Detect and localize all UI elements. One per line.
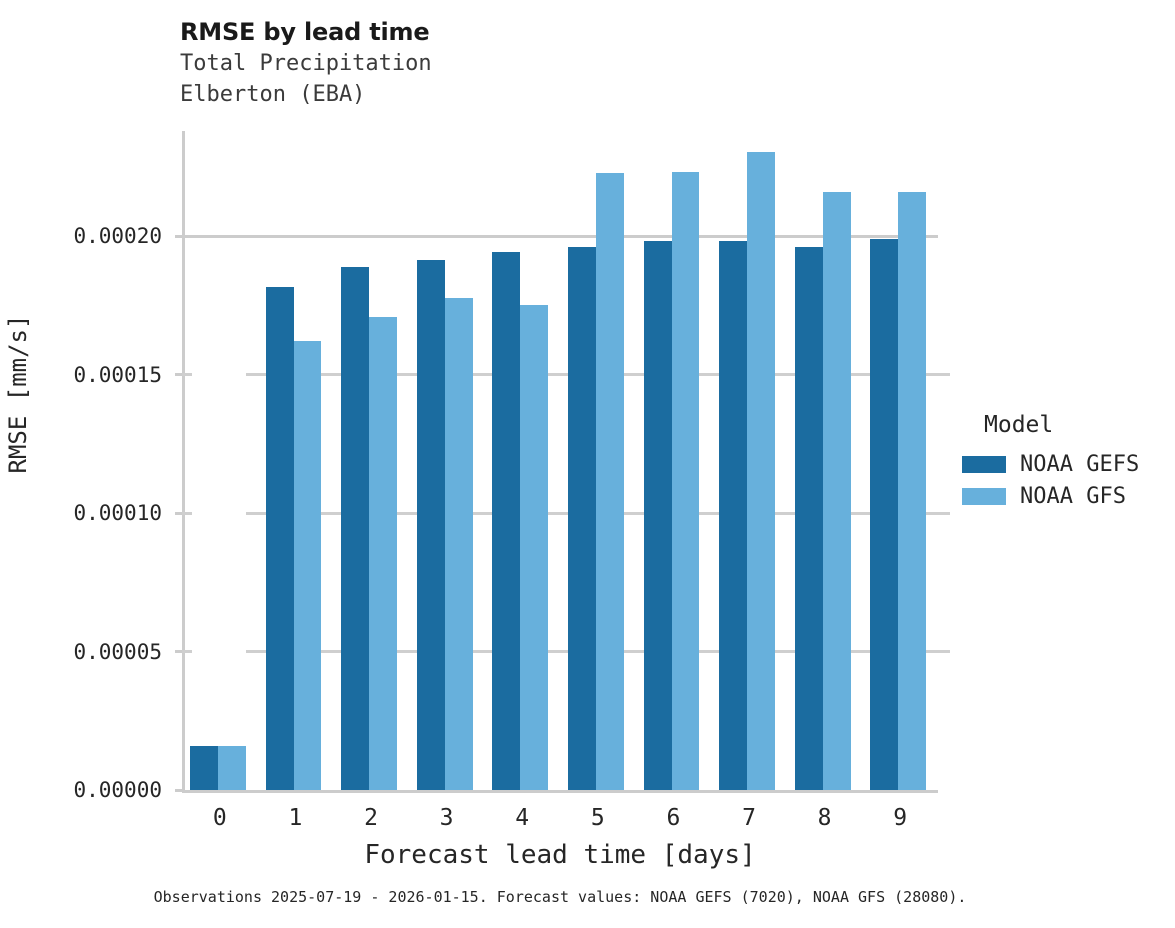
x-axis-label: Forecast lead time [days] — [364, 840, 756, 870]
y-tick-mark: 0.00000 — [73, 778, 182, 802]
gridline-segment — [321, 650, 346, 654]
gridline-segment — [245, 650, 270, 654]
bar-noaa-gefs-day-0[interactable] — [189, 745, 218, 790]
gridline-segment — [926, 650, 950, 654]
y-axis-label-text: RMSE [mm/s] — [4, 314, 32, 474]
gridline-segment — [245, 373, 270, 377]
bar-noaa-gfs-day-4[interactable] — [520, 304, 549, 790]
bar-noaa-gfs-day-7[interactable] — [747, 152, 776, 790]
gridline-segment — [850, 650, 875, 654]
gridline-segment — [699, 511, 724, 515]
x-axis-spine — [182, 790, 938, 793]
bar-noaa-gfs-day-6[interactable] — [671, 172, 700, 790]
gridline-segment — [396, 650, 421, 654]
y-tick-mark: 0.00020 — [73, 224, 182, 248]
y-tick-mark: 0.00015 — [73, 363, 182, 387]
gridline-segment — [699, 650, 724, 654]
gridline — [182, 373, 950, 377]
legend: Model NOAA GEFS NOAA GFS — [962, 410, 1167, 512]
gridline-segment — [623, 511, 648, 515]
legend-rows: NOAA GEFS NOAA GFS — [962, 448, 1167, 512]
legend-swatch-icon — [962, 455, 1006, 473]
gridline-segment — [926, 511, 950, 515]
plot-area: 0.00000 0.00005 0.00010 0.00015 0.00020 0 1 2 3… — [73, 131, 950, 831]
gridline-segment — [548, 511, 572, 515]
gridline-segment — [623, 650, 648, 654]
gridline-segment — [396, 511, 421, 515]
gridline-segment — [245, 511, 270, 515]
gridline-segment — [850, 373, 875, 377]
legend-swatch-icon — [962, 487, 1006, 505]
chart-subtitle-variable: Total Precipitation — [180, 51, 432, 76]
y-tick-label: 0.00015 — [73, 362, 162, 387]
gridline-segment — [182, 511, 192, 515]
gridline-segment — [926, 373, 950, 377]
gridline-segment — [548, 650, 572, 654]
x-tick-label-8: 8 — [817, 805, 832, 831]
x-tick-label-9: 9 — [893, 805, 908, 831]
bar-noaa-gefs-day-4[interactable] — [492, 252, 521, 790]
gridline-segment — [321, 511, 346, 515]
bar-noaa-gfs-day-1[interactable] — [293, 341, 322, 790]
x-tick-label-6: 6 — [666, 805, 681, 831]
bar-noaa-gefs-day-7[interactable] — [719, 240, 748, 790]
bar-noaa-gefs-day-3[interactable] — [416, 260, 445, 790]
gridline — [182, 650, 950, 654]
gridline-segment — [472, 650, 497, 654]
gridline — [182, 511, 950, 515]
bar-noaa-gefs-day-2[interactable] — [341, 266, 370, 790]
bar-noaa-gfs-day-0[interactable] — [217, 746, 246, 790]
x-tick-label-5: 5 — [590, 805, 605, 831]
gridline-segment — [182, 650, 192, 654]
gridline-segment — [472, 511, 497, 515]
bar-noaa-gfs-day-8[interactable] — [822, 192, 851, 790]
gridline-segment — [850, 511, 875, 515]
bar-noaa-gefs-day-5[interactable] — [567, 247, 596, 790]
legend-label: NOAA GEFS — [1020, 451, 1140, 477]
x-tick-label-4: 4 — [515, 805, 530, 831]
gridline-segment — [548, 373, 572, 377]
y-tick-label: 0.00020 — [73, 224, 162, 249]
page-title: RMSE by lead time — [180, 18, 430, 46]
x-tick-label-2: 2 — [364, 805, 378, 831]
bar-noaa-gfs-day-9[interactable] — [898, 191, 927, 790]
bar-noaa-gefs-day-9[interactable] — [870, 239, 899, 790]
y-tick-mark: 0.00005 — [73, 640, 182, 664]
gridline-segment — [774, 511, 799, 515]
x-tick-label-1: 1 — [288, 805, 303, 831]
x-tick-label-7: 7 — [742, 805, 756, 831]
bar-noaa-gfs-day-3[interactable] — [444, 297, 473, 790]
title-block: RMSE by lead time Total Precipitation El… — [180, 16, 940, 110]
chart-caption: Observations 2025-07-19 - 2026-01-15. Fo… — [153, 888, 967, 906]
bar-noaa-gefs-day-6[interactable] — [643, 240, 672, 790]
gridline-segment — [321, 373, 346, 377]
legend-title: Model — [984, 412, 1054, 438]
bar-noaa-gfs-day-2[interactable] — [369, 316, 398, 790]
legend-item-noaa-gfs[interactable]: NOAA GFS — [962, 480, 1167, 512]
gridline-segment — [472, 373, 497, 377]
gridline-segment — [774, 650, 799, 654]
bar-noaa-gefs-day-1[interactable] — [265, 286, 294, 790]
gridline-segment — [623, 373, 648, 377]
legend-item-noaa-gefs[interactable]: NOAA GEFS — [962, 448, 1167, 480]
bar-noaa-gefs-day-8[interactable] — [794, 247, 823, 790]
y-axis-spine — [182, 131, 185, 793]
legend-label: NOAA GFS — [1020, 483, 1126, 509]
y-tick-label: 0.00010 — [73, 501, 162, 526]
bar-noaa-gfs-day-5[interactable] — [595, 173, 624, 790]
gridline-segment — [396, 373, 421, 377]
gridline-segment — [774, 373, 799, 377]
x-tick-label-0: 0 — [212, 805, 227, 831]
gridline — [182, 234, 938, 238]
chart-subtitle-station: Elberton (EBA) — [180, 82, 366, 107]
y-tick-mark: 0.00010 — [73, 501, 182, 525]
gridline-segment — [699, 373, 724, 377]
y-tick-label: 0.00005 — [73, 639, 162, 664]
gridline-segment — [182, 373, 192, 377]
y-tick-label: 0.00000 — [73, 778, 162, 802]
x-tick-label-3: 3 — [439, 805, 454, 831]
